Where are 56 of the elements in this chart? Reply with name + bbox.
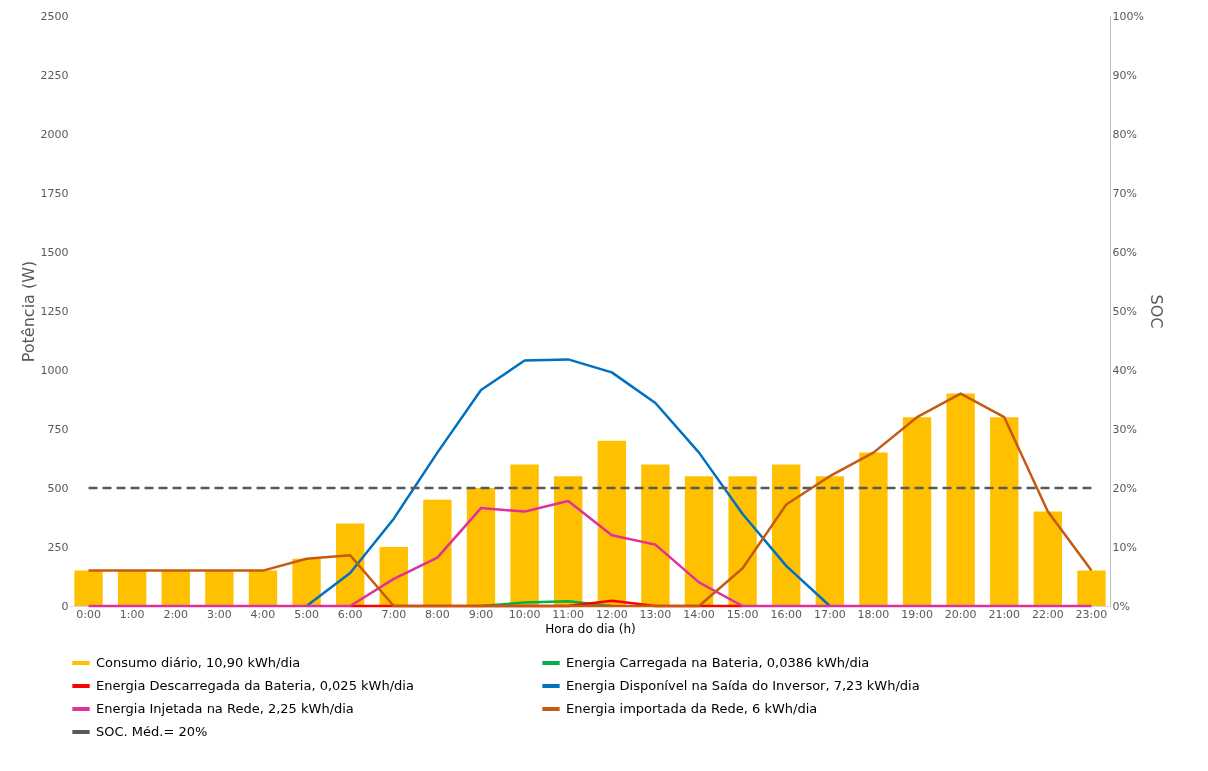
y-tick-label: 1750 [40,186,69,200]
x-tick-label: 2:00 [163,607,189,621]
y-tick-label: 1250 [40,304,69,318]
x-tick-label: 20:00 [944,607,977,621]
x-tick-label: 6:00 [337,607,363,621]
x-tick-label: 18:00 [857,607,890,621]
y-tick-label: 500 [47,481,69,495]
legend-label: Energia Injetada na Rede, 2,25 kWh/dia [96,701,354,716]
y2-tick-label: 100% [1112,9,1144,23]
y-tick-label: 1000 [40,363,69,377]
y2-tick-label: 10% [1112,540,1137,554]
y2-tick-label: 60% [1112,245,1137,259]
y-tick-label: 750 [47,422,69,436]
legend-label: Energia importada da Rede, 6 kWh/dia [566,701,818,716]
y2-tick-label: 90% [1112,68,1137,82]
x-tick-label: 3:00 [207,607,232,621]
x-tick-label: 4:00 [250,607,276,621]
x-axis-title: Hora do dia (h) [545,621,636,636]
x-tick-label: 22:00 [1032,607,1064,621]
x-tick-label: 15:00 [726,607,759,621]
y2-tick-label: 40% [1112,363,1137,377]
x-tick-label: 7:00 [381,607,407,621]
y2-tick-label: 50% [1112,304,1137,318]
x-tick-label: 19:00 [901,607,933,621]
legend-label: Energia Disponível na Saída do Inversor, 7,23 kWh/dia [566,678,920,693]
y-tick-label: 2250 [40,68,69,82]
x-tick-label: 16:00 [770,607,803,621]
x-tick-label: 12:00 [595,607,628,621]
y2-tick-label: 70% [1112,186,1137,200]
x-tick-label: 9:00 [468,607,494,621]
y-tick-label: 250 [47,540,69,554]
x-tick-label: 8:00 [425,607,450,621]
x-tick-label: 14:00 [683,607,715,621]
x-tick-label: 0:00 [76,607,101,621]
y2-tick-label: 20% [1112,481,1137,495]
y2-tick-label: 80% [1112,127,1137,141]
y2-tick-label: 30% [1112,422,1137,436]
x-tick-label: 11:00 [552,607,585,621]
x-tick-label: 10:00 [508,607,541,621]
y2-tick-label: 0% [1112,599,1130,613]
x-tick-label: 23:00 [1075,607,1108,621]
y2-axis-title: SOC [1146,294,1166,329]
legend-label: Energia Carregada na Bateria, 0,0386 kWh/dia [566,655,870,670]
x-tick-label: 13:00 [639,607,672,621]
y-tick-label: 0 [61,599,69,613]
x-tick-label: 1:00 [119,607,145,621]
y-tick-label: 1500 [40,245,69,259]
y-tick-label: 2500 [40,9,69,23]
x-tick-label: 17:00 [813,607,846,621]
x-tick-label: 21:00 [988,607,1021,621]
y-axis-title: Potência (W) [18,260,38,363]
legend-label: SOC. Méd.= 20% [96,724,208,739]
y-tick-label: 2000 [40,127,69,141]
legend-label: Energia Descarregada da Bateria, 0,025 kWh/dia [96,678,414,693]
x-tick-label: 5:00 [294,607,319,621]
legend-label: Consumo diário, 10,90 kWh/dia [96,655,301,670]
